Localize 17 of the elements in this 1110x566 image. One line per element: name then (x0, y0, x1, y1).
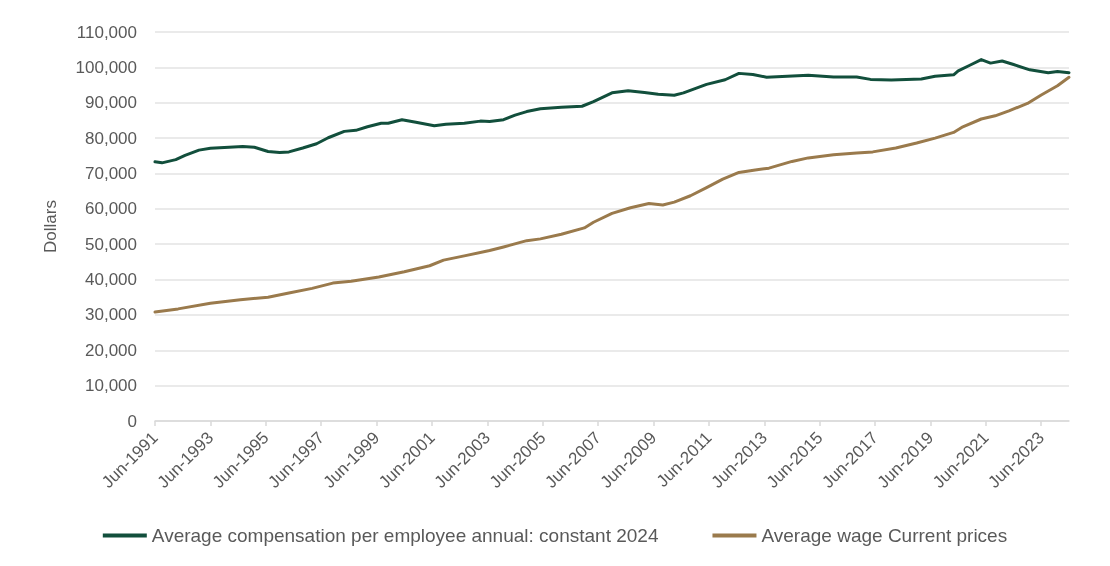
y-tick-label: 40,000 (85, 270, 137, 290)
y-tick-label: 10,000 (85, 376, 137, 396)
line-series (153, 75, 1071, 314)
y-tick-label: 70,000 (85, 163, 137, 183)
line-series (153, 58, 1071, 165)
y-tick-label: 60,000 (85, 199, 137, 219)
y-tick-label: 0 (127, 411, 137, 431)
y-tick-label: 100,000 (75, 57, 137, 77)
y-tick-label: 90,000 (85, 93, 137, 113)
y-tick-label: 30,000 (85, 305, 137, 325)
legend-label: Average compensation per employee annual: constant 2024 (151, 525, 659, 546)
y-tick-label: 20,000 (85, 340, 137, 360)
legend-label: Average wage Current prices (761, 525, 1008, 546)
y-tick-label: 80,000 (85, 128, 137, 148)
y-axis-title: Dollars (41, 200, 60, 253)
y-tick-label: 50,000 (85, 234, 137, 254)
y-tick-label: 110,000 (76, 22, 137, 42)
